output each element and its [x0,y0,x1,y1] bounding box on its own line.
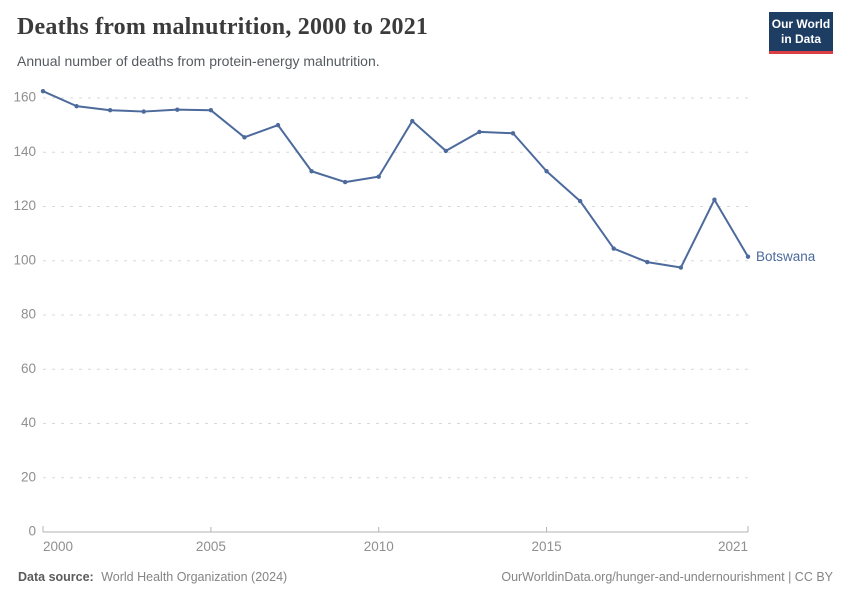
data-point[interactable] [577,198,583,204]
trend-line[interactable] [42,90,749,269]
logo-line2: in Data [780,32,821,46]
data-point[interactable] [678,265,684,270]
y-tick-label: 0 [28,524,36,539]
data-point[interactable] [208,108,214,113]
y-tick-label: 40 [21,415,36,430]
y-tick-label: 80 [21,307,36,322]
data-point[interactable] [175,107,180,112]
line-chart[interactable]: 0 20 40 60 80 100 120 140 160 2000 2005 2010 2015 202… [0,80,850,560]
data-point[interactable] [645,259,650,265]
data-source-label: Data source: [18,570,94,584]
y-tick-label: 140 [13,144,36,159]
y-tick-label: 60 [21,361,36,376]
y-tick-label: 20 [21,469,36,484]
data-point[interactable] [611,246,616,251]
data-point[interactable] [40,89,46,94]
footer-link[interactable]: OurWorldinData.org/hunger-and-undernouri… [501,570,833,584]
chart-footer: Data source: World Health Organization (… [18,570,833,584]
series-label: Botswana [756,249,816,264]
y-tick-label: 120 [13,198,36,213]
chart-title: Deaths from malnutrition, 2000 to 2021 [17,14,429,40]
data-point[interactable] [309,169,314,174]
data-point[interactable] [342,179,348,185]
data-point[interactable] [443,148,449,154]
data-point[interactable] [745,254,751,259]
data-source: Data source: World Health Organization (… [18,570,287,584]
chart-subtitle: Annual number of deaths from protein-ene… [17,53,380,69]
chart-area: 0 20 40 60 80 100 120 140 160 2000 2005 2010 2015 202… [0,80,850,560]
logo-line1: Our World [771,17,831,31]
data-point[interactable] [544,169,549,174]
data-point[interactable] [141,109,146,114]
x-tick-label: 2000 [43,539,73,554]
x-tick-label: 2021 [718,539,748,554]
data-point[interactable] [242,135,247,140]
data-point[interactable] [74,103,79,109]
y-tick-label: 100 [13,252,36,267]
data-point[interactable] [410,118,415,124]
data-point[interactable] [275,122,281,128]
owid-logo: Our World in Data [769,12,833,54]
data-source-value: World Health Organization (2024) [101,570,288,584]
data-point[interactable] [107,108,113,113]
data-point[interactable] [712,197,717,202]
data-point[interactable] [376,174,381,179]
data-point[interactable] [510,131,516,136]
x-tick-label: 2015 [532,539,562,554]
x-tick-label: 2010 [364,539,394,554]
data-point[interactable] [477,129,482,135]
x-tick-label: 2005 [196,539,226,554]
y-tick-label: 160 [13,90,36,105]
